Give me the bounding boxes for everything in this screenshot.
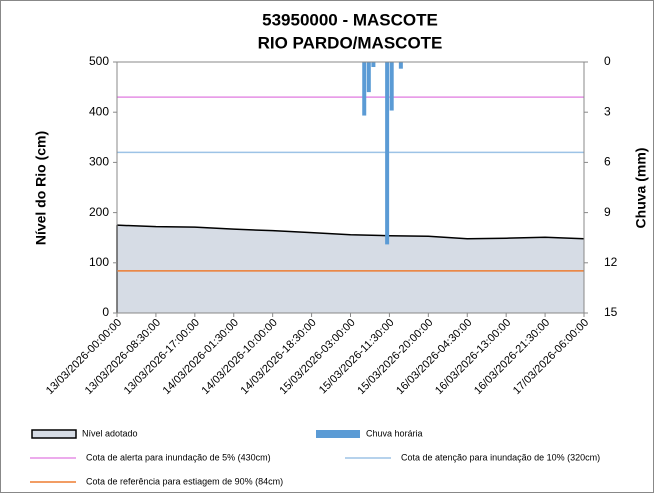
y-tick-label: 200 bbox=[89, 205, 109, 219]
rain-bar bbox=[362, 62, 367, 116]
legend-label: Chuva horária bbox=[366, 428, 423, 438]
y-axis-label: Nível do Rio (cm) bbox=[33, 131, 49, 245]
y-tick-label: 500 bbox=[89, 54, 109, 68]
legend-label: Cota de alerta para inundação de 5% (430… bbox=[86, 452, 271, 462]
legend-label: Cota de referência para estiagem de 90% … bbox=[86, 476, 283, 486]
chart-title: 53950000 - MASCOTE bbox=[262, 10, 438, 29]
y-tick-label: 0 bbox=[102, 305, 109, 319]
rain-bar bbox=[389, 62, 394, 111]
rain-bar bbox=[385, 62, 390, 245]
legend-swatch bbox=[31, 429, 77, 439]
level-line bbox=[116, 224, 585, 240]
y2-tick-label: 3 bbox=[604, 104, 611, 118]
y-tick-label: 400 bbox=[89, 104, 109, 118]
y2-tick-label: 12 bbox=[604, 255, 618, 269]
legend-swatch bbox=[316, 430, 360, 438]
y-tick-label: 100 bbox=[89, 255, 109, 269]
rain-bar bbox=[371, 62, 376, 68]
legend-label: Cota de atenção para inundação de 10% (3… bbox=[401, 452, 600, 462]
rain-bar bbox=[366, 62, 371, 93]
area-fill bbox=[117, 225, 584, 313]
y-tick-label: 300 bbox=[89, 155, 109, 169]
chart-subtitle: RIO PARDO/MASCOTE bbox=[258, 33, 443, 52]
y2-tick-label: 15 bbox=[604, 305, 618, 319]
y2-tick-label: 6 bbox=[604, 155, 611, 169]
rain-bar bbox=[398, 62, 403, 69]
legend-label: Nível adotado bbox=[82, 428, 138, 438]
y2-tick-label: 0 bbox=[604, 54, 611, 68]
y2-tick-label: 9 bbox=[604, 205, 611, 219]
y2-axis-label: Chuva (mm) bbox=[633, 148, 649, 229]
